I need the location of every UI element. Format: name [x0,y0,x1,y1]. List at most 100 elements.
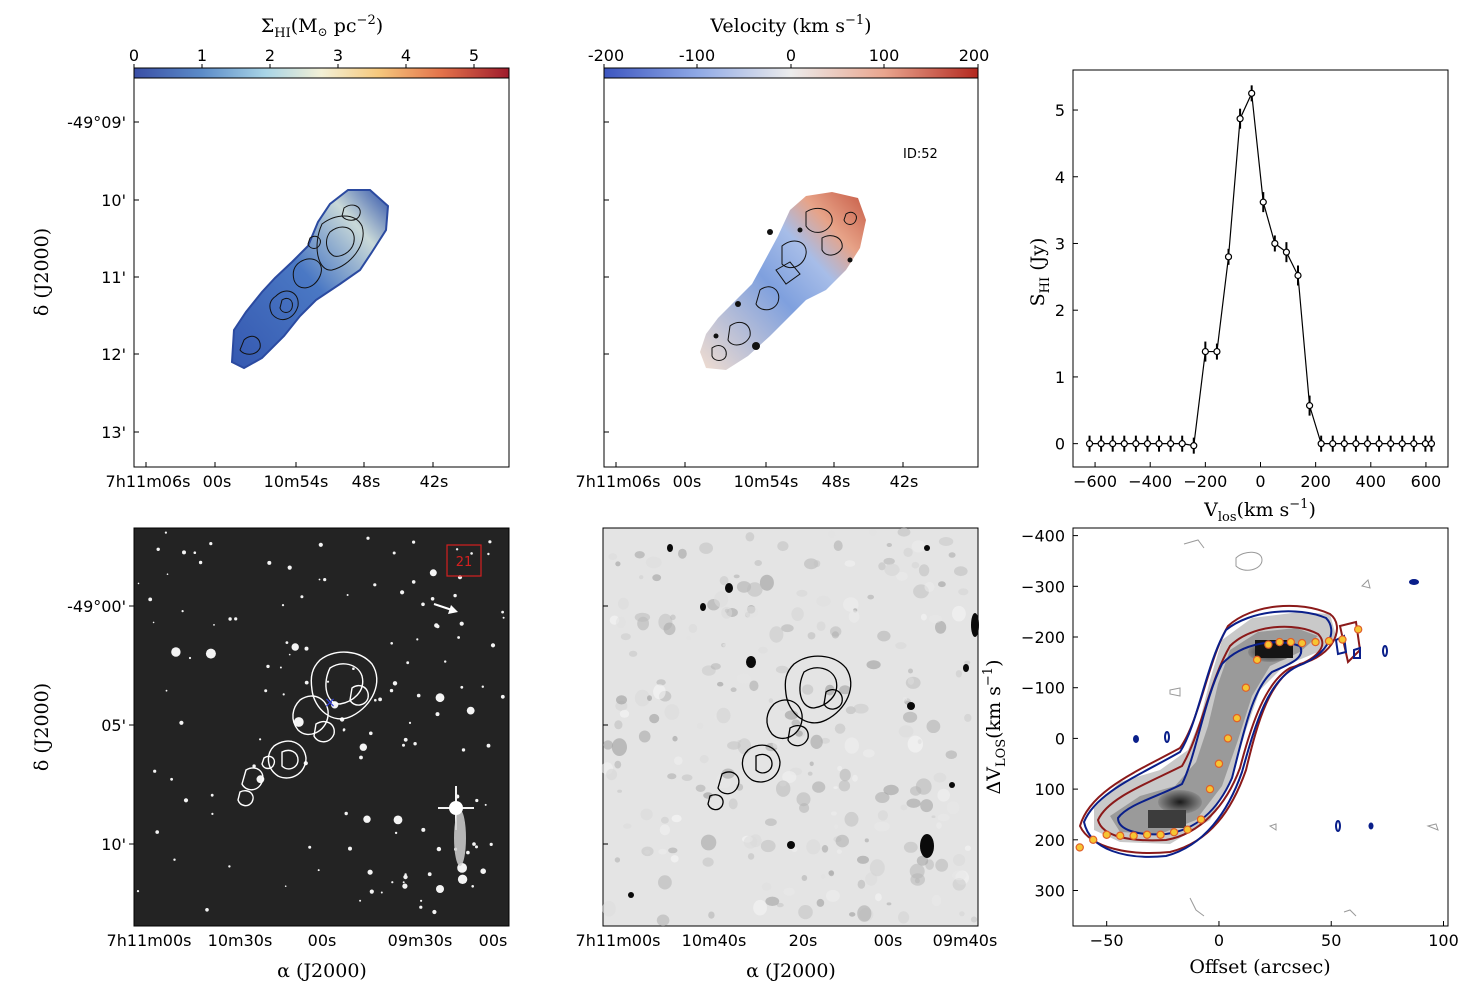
radio-noise-blob [937,788,950,802]
spectrum-ytick-label: 2 [1055,301,1065,320]
optical-ylabel: δ (J2000) [31,683,53,771]
optical-star [359,743,367,751]
spectrum-point [1282,248,1291,256]
radio-noise-blob [935,620,947,634]
spectrum-point [1375,440,1383,448]
optical-star [166,573,169,575]
pv-rotation-point [1353,625,1363,634]
optical-xtick-3: 09m30s [388,931,453,950]
radio-noise-blob [664,704,680,720]
radio-noise-blob [645,556,662,569]
optical-star [344,811,348,816]
optical-star [136,890,140,893]
optical-star [488,540,492,544]
radio-noise-blob [614,720,623,730]
radio-xtick-0: 7h11m00s [576,931,661,950]
radio-noise-blob [668,847,678,854]
spectrum-ytick-label: 1 [1055,368,1065,387]
radio-noise-blob [896,571,908,581]
velocity-xtick-4: 42s [890,472,919,491]
radio-noise-blob [838,780,851,792]
radio-noise-blob [796,589,808,597]
optical-xtick-0: 7h11m00s [107,931,192,950]
optical-star [393,815,403,825]
optical-star [205,648,216,659]
spectrum-point [1271,239,1279,248]
spectrum-point [1248,89,1256,97]
velocity-xtick-0: 7h11m06s [576,472,661,491]
radio-noise-blob [958,588,969,596]
velocity-colorbar-tick-1: -100 [679,46,715,65]
radio-noise-blob [614,760,622,769]
spectrum-point [1305,402,1314,410]
radio-noise-blob [649,713,660,724]
radio-noise-blob [813,560,821,568]
hi-ytick-1: 10' [101,191,126,210]
radio-noise-blob [639,575,644,580]
optical-center-cross: × [324,695,336,711]
radio-noise-blob [964,713,972,722]
radio-noise-blob [733,574,740,579]
optical-star [466,706,475,715]
radio-noise-blob [886,902,892,906]
optical-star [373,583,377,587]
pv-rotation-point [1075,843,1084,852]
optical-star [209,542,213,546]
pv-frame [1072,527,1449,927]
hi-xtick-3: 48s [352,472,381,491]
optical-star [416,693,421,698]
optical-star [342,728,346,731]
radio-noise-blob [920,799,933,813]
velocity-xtick-2: 10m54s [734,472,799,491]
spectrum-panel: −600 −400 −200 0 200 400 600 0 1 2 3 4 5 Vlos(km s−1… [1027,69,1449,525]
optical-star [369,731,373,736]
optical-star [413,742,417,746]
optical-id-box [446,544,482,577]
radio-noise-blob [809,761,814,767]
optical-star [389,688,394,693]
radio-noise-blob [749,680,759,692]
optical-star [369,889,374,894]
optical-star [390,642,394,645]
radio-noise-blob [699,542,713,554]
radio-noise-blob [777,541,789,552]
optical-star [411,580,416,584]
radio-ticks [603,605,608,845]
optical-north-arrow [433,603,458,614]
pv-rotation-point [1311,637,1320,647]
radio-noise-blob [769,626,784,643]
radio-noise-blob [833,540,843,551]
radio-noise-blob [844,737,859,754]
radio-noise-blob [652,574,662,582]
optical-star [359,755,363,760]
optical-stars [136,531,505,915]
optical-star [471,885,475,888]
radio-noise-blob [640,808,653,821]
radio-noise-blob [883,784,899,796]
optical-xlabel: α (J2000) [277,960,367,982]
optical-star [188,656,192,660]
radio-noise-blob [952,870,967,881]
radio-noise-blob [931,815,936,818]
optical-ticks [129,605,134,845]
radio-noise-blob [865,872,878,886]
radio-noise-blob [836,849,843,854]
radio-noise-blob [781,624,794,633]
velocity-colorbar-tick-2: 0 [786,46,796,65]
hi-colorbar-tick-0: 0 [129,46,139,65]
pv-rotation-point [1183,825,1192,834]
radio-noise-blob [658,848,667,855]
radio-noise-texture [601,527,978,927]
pv-rotation-point [1286,637,1296,647]
radio-noise-blob [910,786,922,796]
radio-noise-blob [775,665,789,674]
radio-noise-blob [618,597,629,610]
optical-star [402,883,408,889]
optical-star [406,661,410,665]
hi-ylabel: δ (J2000) [31,228,53,316]
radio-noise-blob [907,677,915,685]
radio-noise-blob [903,547,913,558]
pv-rotation-point [1264,640,1273,649]
spectrum-point [1317,440,1325,448]
spectrum-marks [1085,85,1436,454]
